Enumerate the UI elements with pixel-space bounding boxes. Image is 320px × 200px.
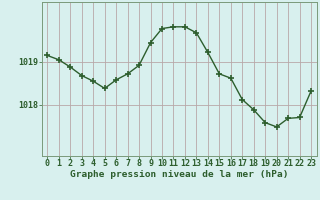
X-axis label: Graphe pression niveau de la mer (hPa): Graphe pression niveau de la mer (hPa)	[70, 170, 288, 179]
